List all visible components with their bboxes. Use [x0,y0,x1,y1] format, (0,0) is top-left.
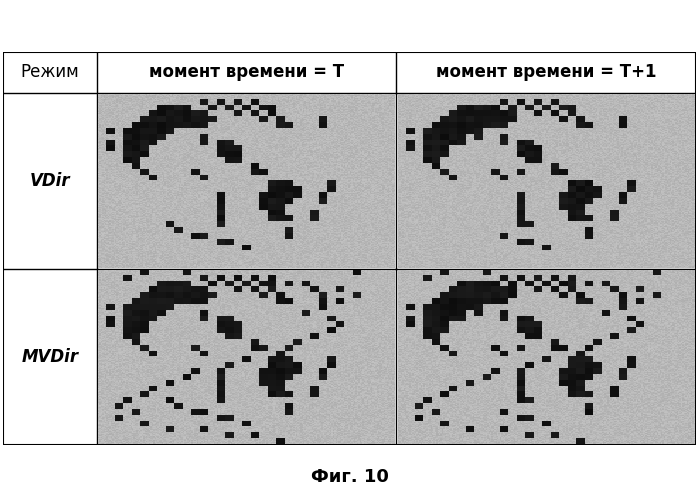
Text: момент времени = T: момент времени = T [149,63,344,81]
Text: Фиг. 10: Фиг. 10 [310,468,389,486]
Text: MVDir: MVDir [22,348,79,366]
Text: VDir: VDir [30,172,71,190]
Text: Режим: Режим [21,63,80,81]
Text: момент времени = T+1: момент времени = T+1 [435,63,656,81]
